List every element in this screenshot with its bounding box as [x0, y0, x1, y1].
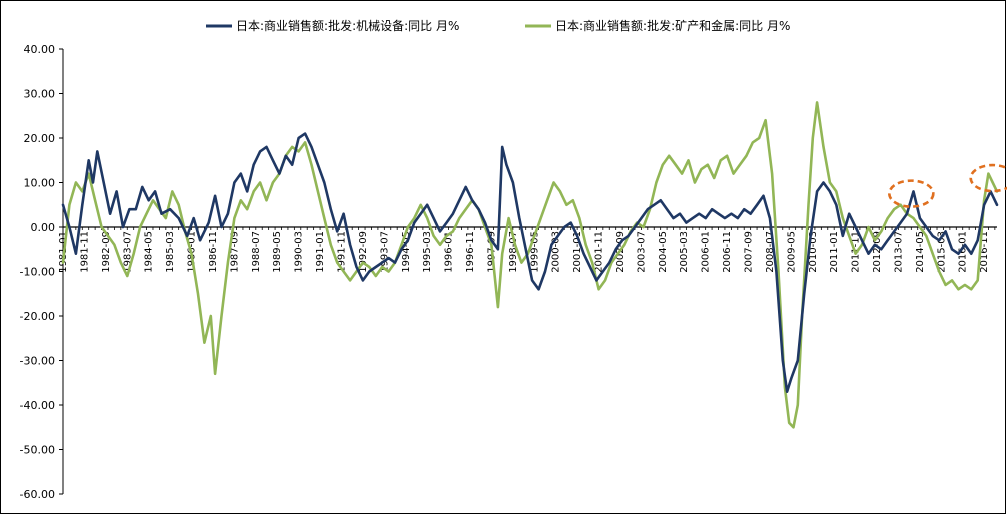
x-tick-label: 1995-03: [422, 231, 433, 273]
x-tick-label: 1996-11: [465, 231, 476, 273]
x-tick-label: 2003-07: [636, 231, 647, 273]
x-tick-label: 2004-05: [658, 231, 669, 273]
x-tick-label: 2009-05: [786, 231, 797, 273]
x-tick-label: 1991-11: [336, 231, 347, 273]
y-tick-label: 10.00: [24, 177, 56, 190]
legend-label-minerals-metals: 日本:商业销售额:批发:矿产和金属:同比 月%: [555, 18, 790, 33]
series-line-machinery: [61, 132, 999, 394]
x-tick-label: 1986-11: [208, 231, 219, 273]
y-tick-label: -40.00: [20, 399, 55, 412]
x-tick-label: 1993-07: [379, 231, 390, 273]
x-tick-label: 2016-01: [958, 231, 969, 273]
x-tick-label: 1984-05: [144, 231, 155, 273]
x-tick-label: 1999-05: [529, 231, 540, 273]
y-tick-label: -30.00: [20, 355, 55, 368]
x-tick-label: 1988-07: [251, 231, 262, 273]
x-tick-label: 1983-07: [122, 231, 133, 273]
y-tick-label: -60.00: [20, 488, 55, 501]
x-tick-label: 2010-03: [808, 231, 819, 273]
x-tick-label: 1994-05: [401, 231, 412, 273]
x-tick-label: 1998-07: [508, 231, 519, 273]
x-tick-label: 2006-01: [701, 231, 712, 273]
highlight-ellipse-1: [888, 179, 935, 208]
x-tick-label: 2014-05: [915, 231, 926, 273]
series-lines: [61, 101, 999, 429]
x-tick-label: 2012-09: [872, 231, 883, 273]
x-tick-label: 2000-03: [551, 231, 562, 273]
annotations: [888, 163, 1008, 208]
y-tick-label: -10.00: [20, 266, 55, 279]
x-tick-label: 2011-01: [829, 231, 840, 273]
x-tick-label: 2005-03: [679, 231, 690, 273]
x-tick-label: 1992-09: [358, 231, 369, 273]
y-tick-label: -20.00: [20, 310, 55, 323]
x-tick-label: 2001-11: [594, 231, 605, 273]
x-tick-label: 2007-09: [744, 231, 755, 273]
x-tick-label: 1996-01: [444, 231, 455, 273]
legend: 日本:商业销售额:批发:机械设备:同比 月% 日本:商业销售额:批发:矿产和金属:…: [206, 18, 790, 33]
x-tick-label: 1989-05: [272, 231, 283, 273]
x-tick-label: 1985-03: [165, 231, 176, 273]
x-tick-label: 1991-01: [315, 231, 326, 273]
y-tick-label: 40.00: [24, 43, 56, 56]
x-tick-label: 1990-03: [294, 231, 305, 273]
series-line-minerals-metals: [61, 101, 999, 429]
y-tick-label: 30.00: [24, 88, 56, 101]
x-tick-label: 2015-03: [936, 231, 947, 273]
highlight-ellipse-2: [969, 163, 1008, 193]
y-tick-label: 0.00: [31, 221, 56, 234]
x-tick-label: 1987-09: [229, 231, 240, 273]
y-axis: 40.00 30.00 20.00 10.00 0.00 -10.00 -20.00 -30.…: [20, 43, 64, 501]
x-tick-label: 2008-07: [765, 231, 776, 273]
x-tick-label: 2016-11: [979, 231, 990, 273]
x-tick-label: 2006-11: [722, 231, 733, 273]
x-tick-label: 1981-11: [79, 231, 90, 273]
y-tick-label: 20.00: [24, 132, 56, 145]
y-tick-label: -50.00: [20, 444, 55, 457]
x-tick-label: 2013-07: [893, 231, 904, 273]
x-tick-label: 1982-09: [101, 231, 112, 273]
x-tick-label: 2001-01: [572, 231, 583, 273]
legend-label-machinery: 日本:商业销售额:批发:机械设备:同比 月%: [236, 18, 459, 33]
